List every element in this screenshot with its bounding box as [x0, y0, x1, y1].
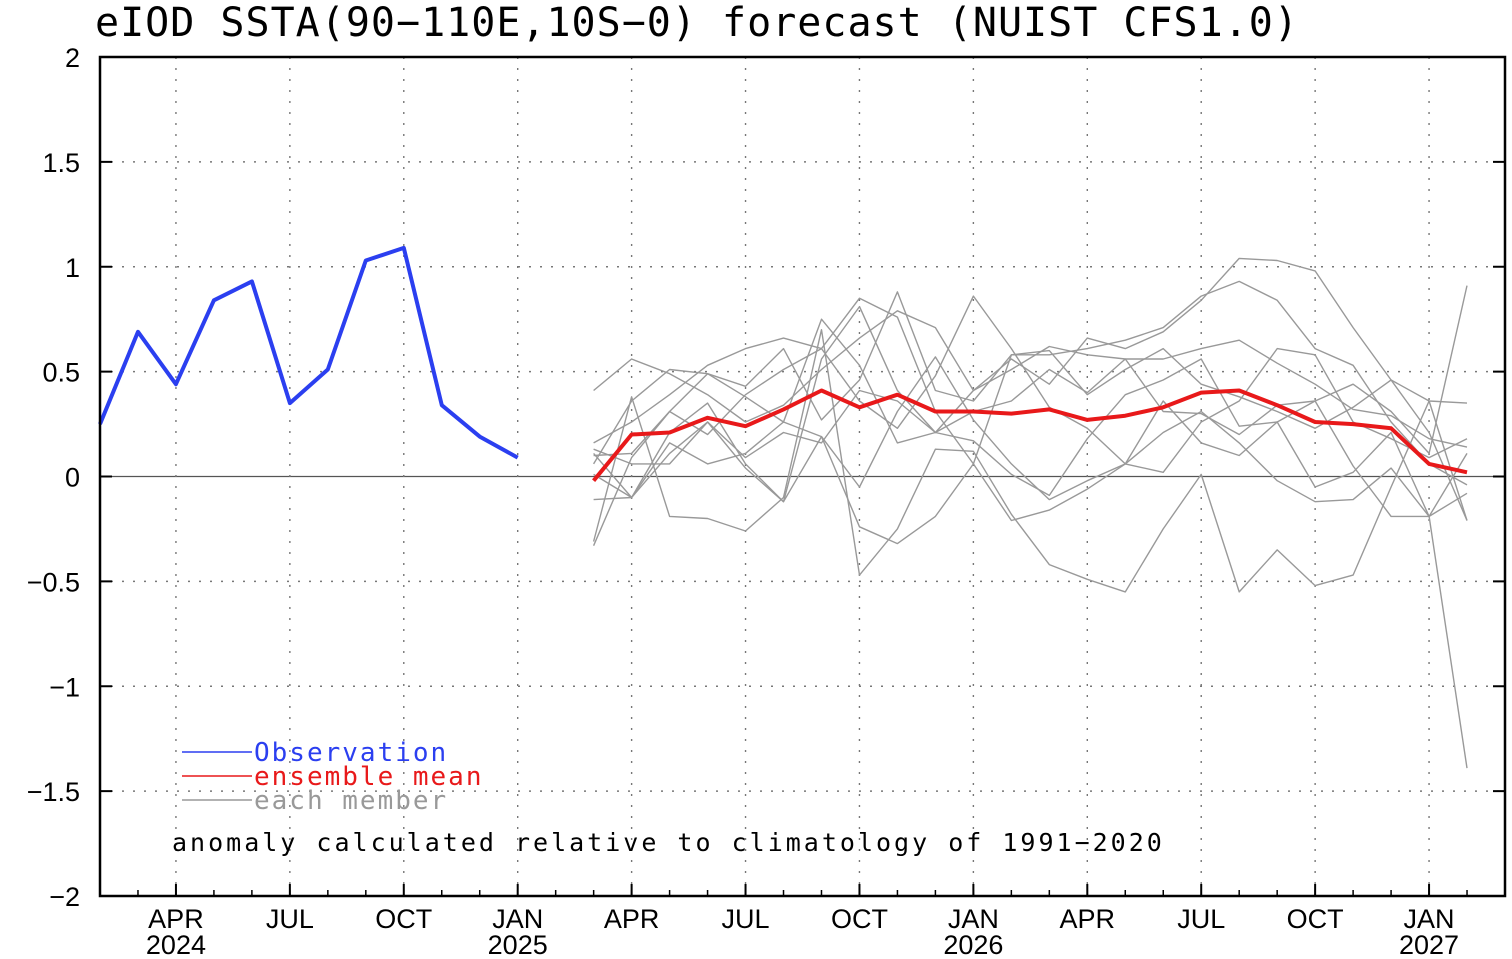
y-tick-label: −1.5	[27, 777, 80, 807]
legend: Observation ensemble mean each member	[182, 738, 484, 816]
observation-line	[98, 245, 519, 460]
member-line-1	[593, 310, 1468, 448]
x-tick-label: APR	[604, 904, 660, 934]
x-tick-label: APR	[1060, 904, 1116, 934]
y-tick-label: −0.5	[27, 567, 80, 597]
member-line-10	[593, 285, 1468, 465]
member-line-5	[593, 295, 1468, 473]
member-line-6	[592, 329, 1468, 593]
y-tick-label: 0	[65, 463, 80, 493]
member-line-9	[593, 356, 1468, 769]
ensemble-mean-layer	[592, 388, 1468, 482]
legend-ensemble-mean-label: ensemble mean	[254, 762, 484, 792]
x-tick-label: OCT	[375, 904, 432, 934]
x-year-label: 2024	[146, 930, 206, 959]
x-year-label: 2027	[1399, 930, 1459, 959]
x-year-label: 2026	[943, 930, 1003, 959]
x-tick-label: OCT	[1287, 904, 1344, 934]
observation-layer	[98, 245, 519, 460]
x-tick-label: JUL	[722, 904, 770, 934]
x-tick-label: JAN	[492, 904, 543, 934]
plot-frame	[98, 55, 1507, 898]
x-tick-label: JUL	[1177, 904, 1225, 934]
y-tick-label: 0.5	[42, 358, 80, 388]
climatology-note: anomaly calculated relative to climatolo…	[172, 828, 1165, 857]
member-line-3	[592, 257, 1468, 546]
x-tick-label: OCT	[831, 904, 888, 934]
member-line-4	[593, 280, 1468, 486]
x-tick-label: APR	[148, 904, 204, 934]
member-line-8	[593, 305, 1468, 518]
x-tick-label: JUL	[266, 904, 314, 934]
y-tick-label: −1	[49, 672, 80, 702]
y-tick-label: 1.5	[42, 148, 80, 178]
ensemble-mean-line	[592, 388, 1468, 482]
chart-title: eIOD SSTA(90−110E,10S−0) forecast (NUIST…	[95, 0, 1299, 46]
legend-observation-label: Observation	[254, 738, 448, 768]
y-tick-label: −2	[49, 882, 80, 912]
y-tick-label: 1	[65, 253, 80, 283]
legend-each-member-label: each member	[254, 786, 448, 816]
member-line-2	[593, 297, 1468, 465]
member-lines	[592, 257, 1468, 769]
y-tick-label: 2	[65, 43, 80, 73]
member-line-7	[593, 410, 1468, 545]
x-tick-label: JAN	[1404, 904, 1455, 934]
x-year-label: 2025	[488, 930, 548, 959]
x-tick-label: JAN	[948, 904, 999, 934]
